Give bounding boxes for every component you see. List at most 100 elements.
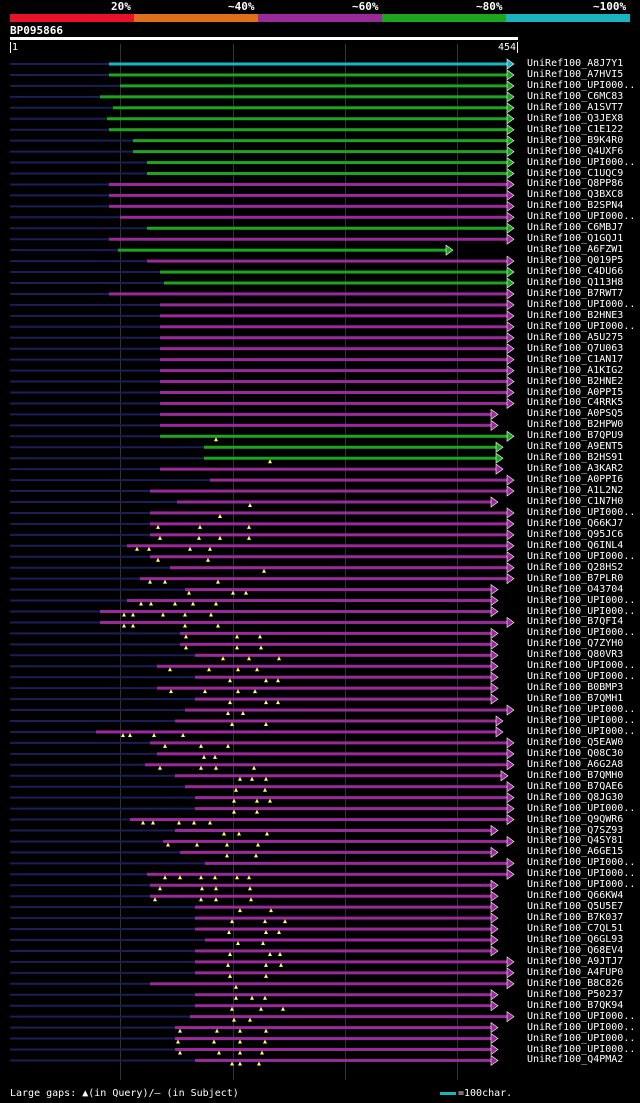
hit-label-link[interactable]: UniRef100_B7QK94 (527, 999, 624, 1011)
hit-label-link[interactable]: UniRef100_UPI000.. (527, 704, 636, 716)
hit-label-link[interactable]: UniRef100_UPI000.. (527, 605, 636, 617)
hit-alignment-bar[interactable] (157, 752, 508, 756)
hit-alignment-bar[interactable] (140, 577, 508, 581)
hit-alignment-bar[interactable] (133, 150, 508, 154)
hit-alignment-bar[interactable] (185, 588, 492, 592)
hit-label-link[interactable]: UniRef100_UPI000.. (527, 879, 636, 891)
hit-alignment-bar[interactable] (160, 369, 508, 373)
hit-label-link[interactable]: UniRef100_Q95JC6 (527, 528, 624, 540)
hit-label-link[interactable]: UniRef100_UPI000.. (527, 660, 636, 672)
hit-alignment-bar[interactable] (113, 106, 508, 110)
hit-label-link[interactable]: UniRef100_C1AN17 (527, 353, 624, 365)
hit-alignment-bar[interactable] (160, 336, 508, 340)
hit-label-link[interactable]: UniRef100_A8J7Y1 (527, 58, 624, 69)
hit-alignment-bar[interactable] (175, 1037, 492, 1041)
hit-alignment-bar[interactable] (150, 533, 508, 537)
hit-label-link[interactable]: UniRef100_A0PSQ5 (527, 408, 624, 420)
hit-alignment-bar[interactable] (96, 730, 497, 734)
hit-alignment-bar[interactable] (195, 1058, 492, 1062)
hit-label-link[interactable]: UniRef100_UPI000.. (527, 506, 636, 518)
hit-alignment-bar[interactable] (195, 960, 508, 964)
hit-alignment-bar[interactable] (175, 829, 492, 832)
hit-label-link[interactable]: UniRef100_B2HS91 (527, 452, 624, 464)
hit-alignment-bar[interactable] (130, 818, 508, 822)
hit-label-link[interactable]: UniRef100_B7QFI4 (527, 616, 624, 628)
hit-alignment-bar[interactable] (150, 883, 492, 887)
hit-label-link[interactable]: UniRef100_B7RWT7 (527, 287, 624, 299)
hit-alignment-bar[interactable] (160, 325, 508, 329)
hit-label-link[interactable]: UniRef100_A6GE15 (527, 846, 624, 858)
hit-label-link[interactable]: UniRef100_Q1GQJ1 (527, 233, 624, 245)
hit-alignment-bar[interactable] (109, 204, 508, 208)
hit-alignment-bar[interactable] (204, 456, 497, 460)
hit-label-link[interactable]: UniRef100_UPI000.. (527, 1010, 636, 1022)
hit-alignment-bar[interactable] (150, 489, 508, 493)
hit-alignment-bar[interactable] (120, 84, 508, 88)
hit-alignment-bar[interactable] (195, 949, 492, 953)
hit-alignment-bar[interactable] (180, 850, 492, 854)
hit-alignment-bar[interactable] (120, 215, 508, 219)
hit-label-link[interactable]: UniRef100_UPI000.. (527, 211, 636, 223)
hit-label-link[interactable]: UniRef100_Q8PP86 (527, 178, 624, 190)
hit-label-link[interactable]: UniRef100_A1L2N2 (527, 485, 624, 497)
hit-alignment-bar[interactable] (109, 193, 508, 197)
hit-label-link[interactable]: UniRef100_B7QPU9 (527, 430, 624, 442)
hit-alignment-bar[interactable] (195, 927, 492, 931)
hit-label-link[interactable]: UniRef100_A9JTJ7 (527, 955, 624, 967)
hit-alignment-bar[interactable] (175, 1048, 492, 1051)
hit-alignment-bar[interactable] (170, 566, 508, 570)
hit-alignment-bar[interactable] (147, 259, 508, 263)
hit-alignment-bar[interactable] (195, 796, 508, 800)
hit-alignment-bar[interactable] (147, 161, 508, 165)
hit-alignment-bar[interactable] (133, 139, 508, 143)
hit-label-link[interactable]: UniRef100_UPI000.. (527, 1043, 636, 1055)
hit-alignment-bar[interactable] (185, 708, 508, 712)
hit-alignment-bar[interactable] (107, 117, 508, 121)
hit-label-link[interactable]: UniRef100_Q68EV4 (527, 944, 624, 956)
hit-label-link[interactable]: UniRef100_Q08C30 (527, 747, 624, 759)
hit-label-link[interactable]: UniRef100_B0BMP3 (527, 682, 624, 694)
hit-label-link[interactable]: UniRef100_A9ENT5 (527, 441, 624, 453)
hit-label-link[interactable]: UniRef100_UPI000.. (527, 1021, 636, 1033)
hit-alignment-bar[interactable] (190, 1015, 508, 1019)
hit-label-link[interactable]: UniRef100_A1KIG2 (527, 364, 624, 376)
hit-label-link[interactable]: UniRef100_UPI000.. (527, 715, 636, 726)
hit-label-link[interactable]: UniRef100_C6MC83 (527, 90, 624, 102)
hit-alignment-bar[interactable] (195, 916, 492, 920)
hit-label-link[interactable]: UniRef100_C7QL51 (527, 923, 624, 935)
hit-label-link[interactable]: UniRef100_B7K037 (527, 912, 624, 924)
hit-label-link[interactable]: UniRef100_Q7SZ93 (527, 824, 624, 836)
hit-alignment-bar[interactable] (100, 95, 508, 99)
hit-label-link[interactable]: UniRef100_UPI000.. (527, 156, 636, 168)
hit-alignment-bar[interactable] (180, 642, 492, 646)
hit-label-link[interactable]: UniRef100_Q7U063 (527, 342, 624, 354)
hit-label-link[interactable]: UniRef100_UPI000.. (527, 320, 636, 332)
hit-alignment-bar[interactable] (195, 905, 492, 909)
hit-alignment-bar[interactable] (157, 664, 492, 668)
hit-label-link[interactable]: UniRef100_Q80VR3 (527, 649, 624, 661)
hit-label-link[interactable]: UniRef100_Q4PMA2 (527, 1054, 624, 1066)
hit-label-link[interactable]: UniRef100_B9K4R0 (527, 134, 624, 146)
hit-alignment-bar[interactable] (160, 303, 508, 307)
hit-label-link[interactable]: UniRef100_B2HNE2 (527, 375, 624, 387)
hit-alignment-bar[interactable] (195, 1004, 492, 1008)
hit-alignment-bar[interactable] (160, 467, 497, 471)
hit-alignment-bar[interactable] (160, 401, 508, 405)
hit-label-link[interactable]: UniRef100_B2HPW0 (527, 419, 624, 431)
hit-alignment-bar[interactable] (160, 358, 508, 362)
hit-alignment-bar[interactable] (195, 697, 492, 701)
hit-label-link[interactable]: UniRef100_UPI000.. (527, 1032, 636, 1044)
hit-alignment-bar[interactable] (157, 686, 492, 690)
hit-label-link[interactable]: UniRef100_Q019P5 (527, 255, 624, 267)
hit-label-link[interactable]: UniRef100_Q28HS2 (527, 561, 624, 573)
hit-label-link[interactable]: UniRef100_A7HVI5 (527, 68, 624, 80)
hit-label-link[interactable]: UniRef100_UPI000.. (527, 868, 636, 880)
hit-label-link[interactable]: UniRef100_Q66KW4 (527, 890, 624, 902)
hit-label-link[interactable]: UniRef100_UPI000.. (527, 79, 636, 91)
hit-label-link[interactable]: UniRef100_B7QAE6 (527, 780, 624, 792)
hit-alignment-bar[interactable] (150, 511, 508, 515)
hit-label-link[interactable]: UniRef100_Q66KJ7 (527, 517, 624, 529)
hit-label-link[interactable]: UniRef100_C1UQC9 (527, 167, 624, 179)
hit-alignment-bar[interactable] (163, 839, 508, 843)
hit-label-link[interactable]: UniRef100_C4RRK5 (527, 397, 624, 409)
